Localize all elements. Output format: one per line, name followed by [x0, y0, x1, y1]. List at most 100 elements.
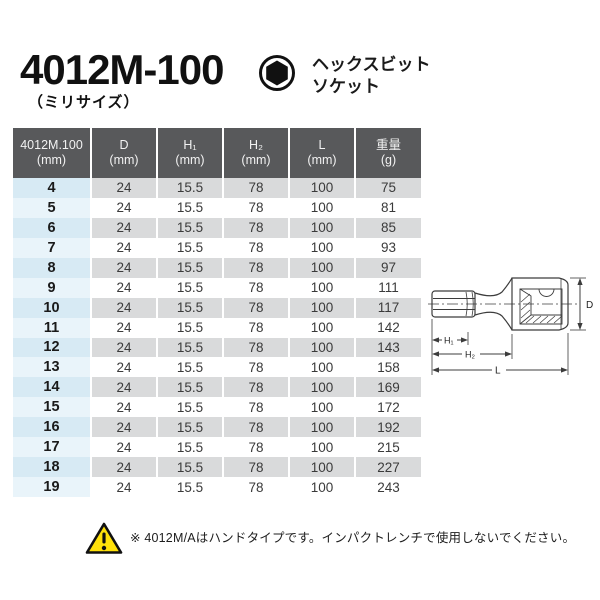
table-row: 19 24 15.5 78 100 243 [13, 477, 421, 497]
product-type-line2: ソケット [312, 77, 380, 96]
column-header-d: D (mm) [92, 128, 156, 178]
size-cell: 5 [13, 197, 90, 218]
table-row: 8 24 15.5 78 100 97 [13, 257, 421, 278]
table-row: 11 24 15.5 78 100 142 [13, 317, 421, 338]
value-cell: 15.5 [158, 477, 222, 497]
value-cell: 100 [290, 297, 354, 318]
value-cell: 78 [224, 277, 288, 298]
hex-socket-icon [258, 54, 296, 92]
value-cell: 78 [224, 437, 288, 458]
value-cell: 24 [92, 257, 156, 278]
size-cell: 14 [13, 377, 90, 398]
usage-warning-note: ※ 4012M/Aはハンドタイプです。インパクトレンチで使用しないでください。 [130, 531, 576, 545]
value-cell: 227 [356, 457, 421, 478]
table-row: 9 24 15.5 78 100 111 [13, 277, 421, 298]
table-row: 6 24 15.5 78 100 85 [13, 217, 421, 238]
column-label: H₁ [183, 138, 197, 152]
value-cell: 100 [290, 237, 354, 258]
value-cell: 93 [356, 237, 421, 258]
value-cell: 158 [356, 357, 421, 378]
value-cell: 15.5 [158, 377, 222, 398]
value-cell: 15.5 [158, 417, 222, 438]
spec-table-body: 4 24 15.5 78 100 75 5 24 15.5 78 100 81 6 24 15.5 78 100… [13, 178, 421, 497]
table-row: 14 24 15.5 78 100 169 [13, 377, 421, 398]
value-cell: 172 [356, 397, 421, 418]
warning-triangle-icon [84, 521, 124, 556]
column-unit: (g) [380, 153, 397, 167]
dim-label-d: D [586, 300, 593, 311]
value-cell: 143 [356, 337, 421, 358]
table-row: 4 24 15.5 78 100 75 [13, 178, 421, 198]
hex-bit-outline [431, 290, 476, 318]
size-cell: 13 [13, 357, 90, 378]
table-row: 16 24 15.5 78 100 192 [13, 417, 421, 438]
value-cell: 100 [290, 357, 354, 378]
value-cell: 100 [290, 457, 354, 478]
value-cell: 100 [290, 397, 354, 418]
column-unit: (mm) [241, 153, 271, 167]
column-header-weight: 重量 (g) [356, 128, 421, 178]
column-header-l: L (mm) [290, 128, 354, 178]
value-cell: 75 [356, 178, 421, 198]
column-header-h1: H₁ (mm) [158, 128, 222, 178]
value-cell: 100 [290, 178, 354, 198]
value-cell: 192 [356, 417, 421, 438]
value-cell: 81 [356, 197, 421, 218]
value-cell: 78 [224, 197, 288, 218]
value-cell: 24 [92, 377, 156, 398]
value-cell: 78 [224, 237, 288, 258]
size-cell: 16 [13, 417, 90, 438]
value-cell: 24 [92, 477, 156, 497]
value-cell: 15.5 [158, 317, 222, 338]
value-cell: 15.5 [158, 257, 222, 278]
table-row: 13 24 15.5 78 100 158 [13, 357, 421, 378]
column-header-size: 4012M.100 (mm) [13, 128, 90, 178]
size-cell: 12 [13, 337, 90, 358]
product-type-line1: ヘックスビット [312, 55, 431, 74]
size-cell: 17 [13, 437, 90, 458]
value-cell: 15.5 [158, 437, 222, 458]
table-row: 17 24 15.5 78 100 215 [13, 437, 421, 458]
table-row: 10 24 15.5 78 100 117 [13, 297, 421, 318]
spec-table: 4012M.100 (mm) D (mm) H₁ (mm) H₂ (mm) L … [13, 128, 421, 497]
value-cell: 15.5 [158, 178, 222, 198]
product-type-label: ヘックスビット ソケット [312, 54, 431, 98]
value-cell: 78 [224, 317, 288, 338]
value-cell: 15.5 [158, 237, 222, 258]
value-cell: 24 [92, 277, 156, 298]
size-cell: 15 [13, 397, 90, 418]
size-cell: 7 [13, 237, 90, 258]
value-cell: 24 [92, 357, 156, 378]
value-cell: 97 [356, 257, 421, 278]
value-cell: 15.5 [158, 337, 222, 358]
value-cell: 78 [224, 337, 288, 358]
value-cell: 243 [356, 477, 421, 497]
socket-body-outline [511, 277, 569, 331]
size-cell: 6 [13, 217, 90, 238]
value-cell: 78 [224, 417, 288, 438]
value-cell: 100 [290, 257, 354, 278]
value-cell: 24 [92, 178, 156, 198]
dimension-diagram: D H₁ H₂ L [428, 262, 600, 398]
value-cell: 78 [224, 477, 288, 497]
column-label: 重量 [375, 138, 401, 152]
value-cell: 169 [356, 377, 421, 398]
value-cell: 78 [224, 377, 288, 398]
page-subtitle: （ミリサイズ） [28, 94, 140, 111]
value-cell: 100 [290, 337, 354, 358]
table-header-row: 4012M.100 (mm) D (mm) H₁ (mm) H₂ (mm) L … [13, 128, 421, 178]
table-row: 12 24 15.5 78 100 143 [13, 337, 421, 358]
value-cell: 100 [290, 277, 354, 298]
value-cell: 15.5 [158, 217, 222, 238]
column-unit: (mm) [109, 153, 139, 167]
column-unit: (mm) [175, 153, 205, 167]
column-label: L [318, 138, 326, 152]
value-cell: 24 [92, 397, 156, 418]
value-cell: 100 [290, 477, 354, 497]
value-cell: 142 [356, 317, 421, 338]
value-cell: 78 [224, 297, 288, 318]
value-cell: 85 [356, 217, 421, 238]
column-label: D [119, 138, 129, 152]
value-cell: 24 [92, 317, 156, 338]
value-cell: 15.5 [158, 197, 222, 218]
